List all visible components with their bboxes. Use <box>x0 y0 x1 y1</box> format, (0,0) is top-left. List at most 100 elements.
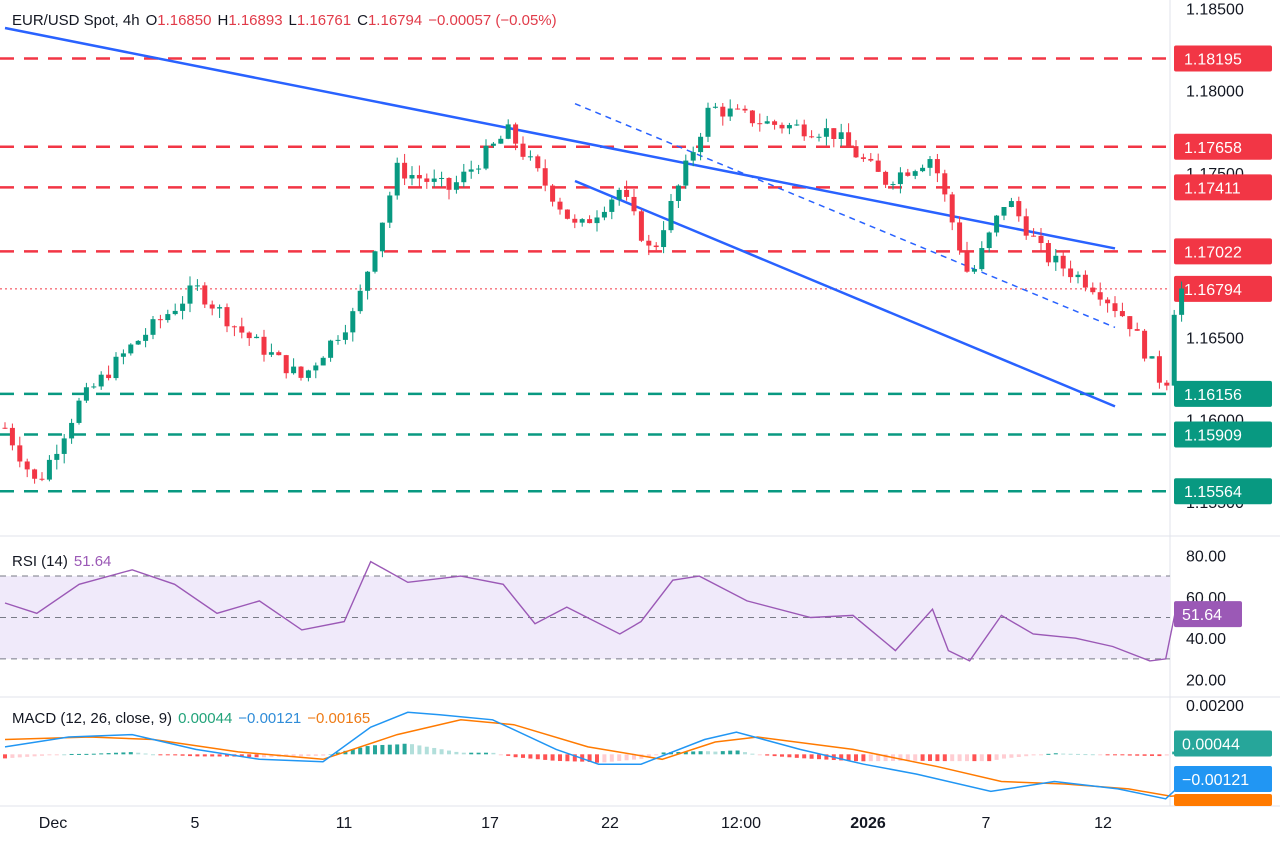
macd-hist-bar <box>432 747 437 755</box>
level-price-tag <box>1174 238 1272 265</box>
candle-body <box>712 106 718 108</box>
time-tick-label: 11 <box>336 815 353 832</box>
macd-hist-bar <box>654 754 659 756</box>
macd-label: MACD (12, 26, close, 9) <box>12 710 173 727</box>
candle-body <box>860 157 866 159</box>
macd-hist-bar <box>757 754 762 756</box>
change-value: −0.00057 (−0.05%) <box>428 12 557 29</box>
candle-body <box>239 326 245 333</box>
candle-body <box>157 319 163 321</box>
macd-hist-bar <box>743 752 747 755</box>
high-value: 1.16893 <box>228 12 283 29</box>
macd-hist-bar <box>661 752 666 755</box>
macd-hist-bar <box>957 754 962 762</box>
candle-body <box>217 307 223 309</box>
rsi-line <box>4 560 1183 662</box>
candle-body <box>1097 292 1103 300</box>
rsi-value-label: 51.64 <box>1182 607 1222 624</box>
time-tick-label: 12:00 <box>721 815 761 832</box>
level-price-tag <box>1174 275 1272 302</box>
candle-body <box>986 232 992 249</box>
candle-body <box>9 427 15 446</box>
candle-body <box>675 185 681 201</box>
candle-body <box>683 160 689 186</box>
level-price-label: 1.16794 <box>1184 282 1242 299</box>
price-tick-label: 1.18500 <box>1186 1 1244 18</box>
macd-hist-bar <box>306 754 311 757</box>
time-tick-label: Dec <box>39 815 67 832</box>
macd-hist-bar <box>595 754 599 763</box>
candle-body <box>705 107 711 137</box>
macd-hist-bar <box>91 753 96 755</box>
macd-hist-value: 0.00044 <box>178 710 233 727</box>
macd-hist-bar <box>965 754 969 762</box>
candle-body <box>920 167 926 172</box>
candle-body <box>1164 382 1170 386</box>
candle-body <box>631 196 637 212</box>
macd-hist-bar <box>1120 754 1125 756</box>
macd-hist-bar <box>1150 754 1154 756</box>
candle-body <box>513 124 519 144</box>
macd-hist-bar <box>1164 754 1169 756</box>
macd-signal-line <box>4 719 1182 798</box>
macd-hist-bar <box>824 754 829 760</box>
macd-hist-bar <box>994 754 999 760</box>
candle-body <box>749 110 755 124</box>
candle-body <box>32 469 38 479</box>
candle-body <box>564 209 570 219</box>
candle-body <box>661 230 667 248</box>
candle-body <box>431 178 437 182</box>
time-tick-label: 7 <box>982 815 991 832</box>
macd-hist-bar <box>794 754 799 758</box>
candle-body <box>505 124 511 139</box>
candle-body <box>934 159 940 174</box>
candle-body <box>1171 314 1177 386</box>
candle-body <box>446 177 452 190</box>
candle-body <box>801 124 807 137</box>
channel-lower-line <box>574 179 1116 408</box>
candle-body <box>624 189 630 197</box>
macd-hist-bar <box>210 754 215 757</box>
macd-hist-bar <box>1090 754 1095 756</box>
candle-body <box>24 461 30 470</box>
level-price-tag <box>1174 478 1272 505</box>
candle-body <box>379 222 385 252</box>
candle-body <box>809 136 815 138</box>
rsi-legend: RSI (14) 51.64 <box>12 553 117 570</box>
candle-body <box>365 271 371 291</box>
macd-hist-bar <box>262 754 266 758</box>
macd-hist-bar <box>646 754 651 757</box>
macd-hist-bar <box>676 751 681 755</box>
macd-hist-bar <box>728 750 733 755</box>
candle-body <box>994 215 1000 233</box>
channel-mid-line <box>574 103 1116 329</box>
macd-hist-bar <box>528 754 533 759</box>
candle-body <box>91 386 97 388</box>
macd-line <box>4 711 1183 800</box>
macd-hist-bar <box>188 754 192 757</box>
candle-body <box>135 340 141 345</box>
macd-hist-bar <box>942 754 947 762</box>
macd-hist-bar <box>69 753 74 755</box>
candle-body <box>172 310 178 315</box>
candle-body <box>668 200 674 231</box>
macd-hist-bar <box>328 754 333 756</box>
candle-body <box>646 240 652 246</box>
candles-group <box>2 99 1185 484</box>
macd-hist-bar <box>513 754 518 758</box>
level-price-tag <box>1174 45 1272 72</box>
candle-body <box>498 138 504 144</box>
macd-hist-bar <box>876 754 881 762</box>
candle-body <box>979 248 985 270</box>
channel-upper-line <box>4 26 1116 250</box>
candle-body <box>735 108 741 110</box>
candle-body <box>1149 356 1155 359</box>
candle-body <box>1031 235 1037 237</box>
macd-hist-bar <box>62 754 67 756</box>
macd-hist-bar <box>32 754 37 757</box>
time-tick-label: 5 <box>191 815 200 832</box>
candle-body <box>402 162 408 179</box>
candle-body <box>476 168 482 170</box>
candle-body <box>572 218 578 223</box>
